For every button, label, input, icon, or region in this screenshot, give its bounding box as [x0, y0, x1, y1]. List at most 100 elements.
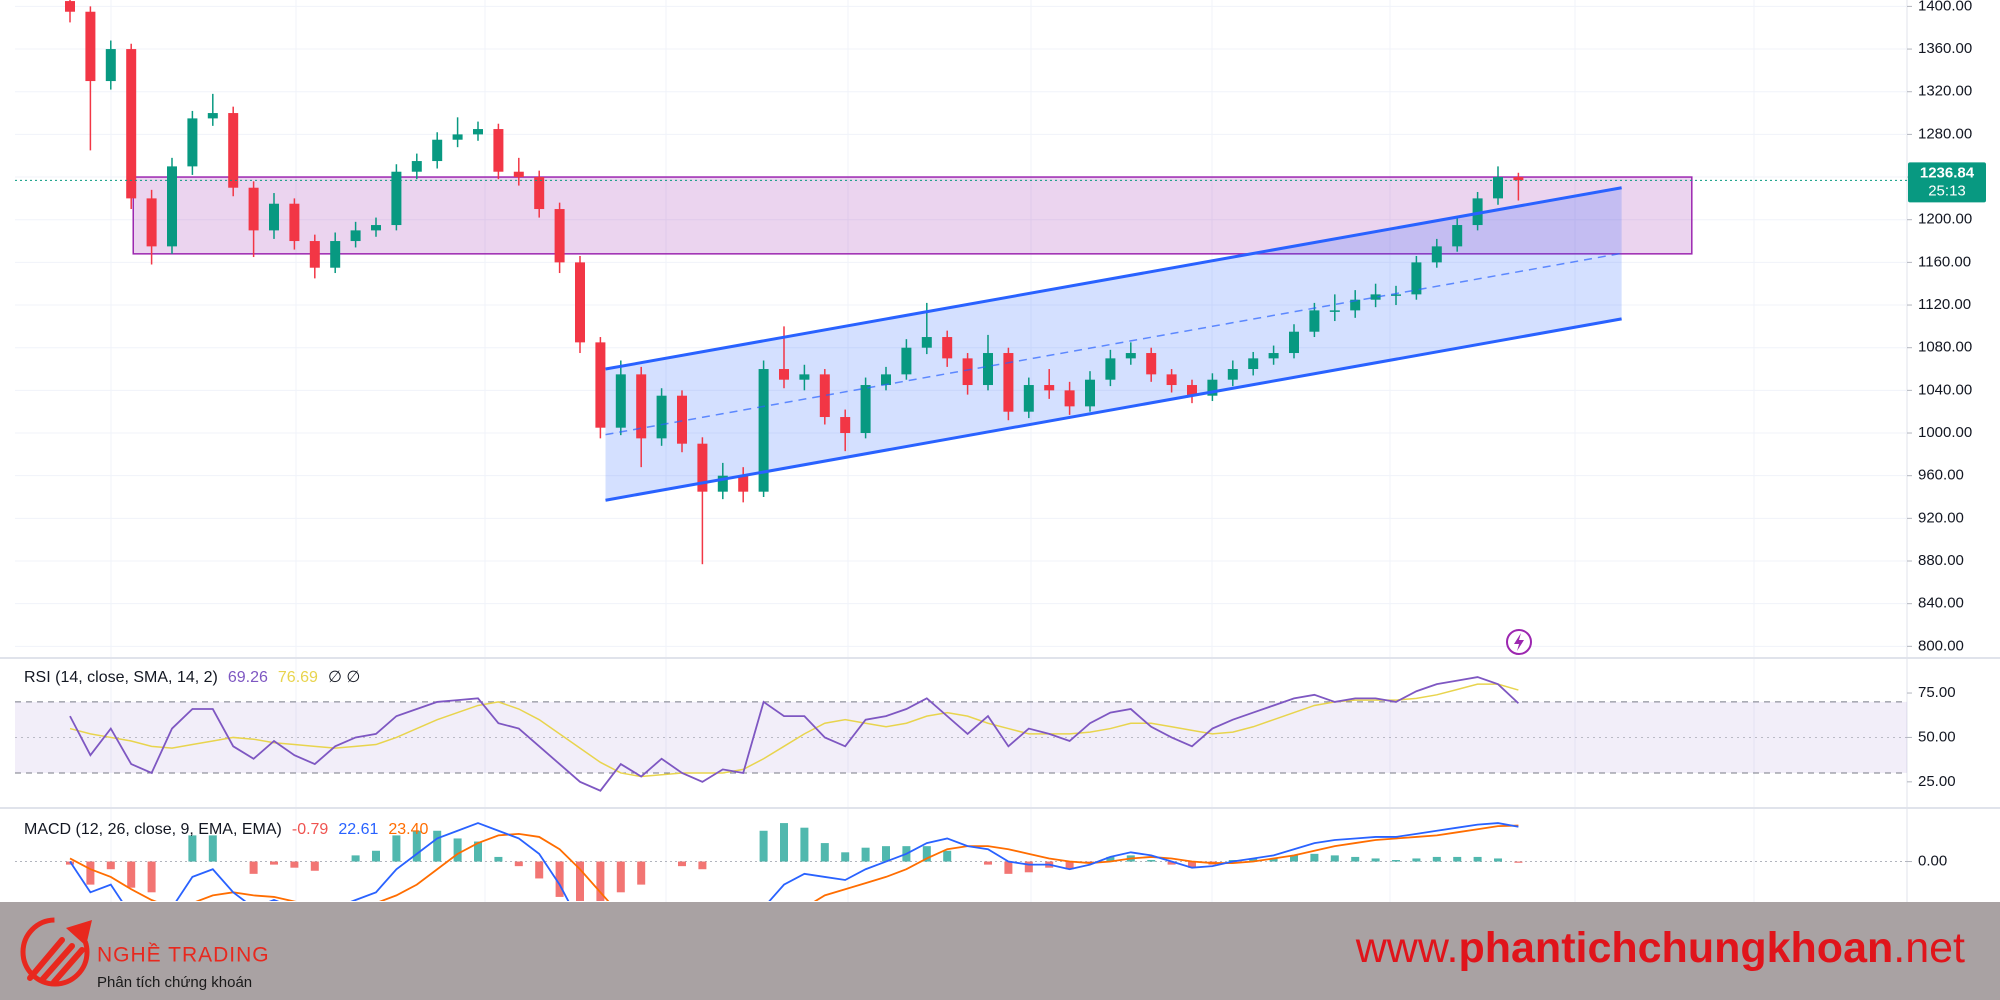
histogram-bar: [1249, 858, 1258, 862]
histogram-bar: [147, 861, 156, 893]
macd-line: [69, 822, 1519, 901]
candle-body: [840, 417, 851, 434]
histogram-bar: [1330, 855, 1339, 862]
histogram-bar: [1024, 861, 1033, 873]
candle-body: [1044, 385, 1055, 391]
candle-body: [269, 203, 279, 231]
candle-body: [187, 118, 198, 167]
histogram-bar: [412, 830, 421, 862]
rsi-legend: RSI (14, close, SMA, 14, 2) 69.26 76.69 ∅ ∅: [24, 669, 360, 686]
macd-hist-value: -0.79: [292, 821, 329, 838]
rsi-line: [69, 676, 1520, 792]
last-price-box: [1908, 162, 1986, 203]
candle-body: [983, 353, 993, 386]
website[interactable]: www.phantichchungkhoan.net: [1355, 924, 1965, 972]
histogram-bar: [555, 861, 564, 897]
rsi-value: 69.26: [228, 669, 268, 686]
histogram-bar: [1106, 856, 1115, 862]
candle-body: [1248, 358, 1259, 370]
candle-body: [330, 241, 341, 268]
y-tick-label: 1000.00: [1918, 424, 1972, 441]
histogram-bar: [453, 838, 462, 862]
histogram-bar: [861, 847, 870, 862]
candle-body: [207, 113, 218, 119]
histogram-bar: [1065, 861, 1074, 870]
candle-body: [391, 171, 402, 226]
histogram-bar: [290, 861, 299, 868]
candle-body: [615, 374, 626, 428]
candle-body: [881, 374, 891, 386]
histogram-bar: [86, 861, 95, 885]
candle-body: [758, 369, 769, 492]
histogram-bar: [698, 861, 707, 870]
y-tick-label: 1320.00: [1918, 83, 1972, 100]
histogram-bar: [208, 835, 217, 862]
histogram-bar: [1494, 858, 1502, 862]
rsi-status: ∅ ∅: [328, 669, 360, 686]
histogram-bar: [188, 835, 197, 862]
candle-body: [1370, 294, 1381, 300]
candle-body: [575, 262, 585, 343]
candle-body: [432, 139, 443, 162]
histogram-bar: [392, 835, 401, 862]
url-domain: phantichchungkhoan: [1458, 924, 1893, 972]
candle-body: [1085, 379, 1095, 407]
candle-body: [65, 1, 75, 12]
candle-body: [1187, 385, 1197, 396]
histogram-bar: [270, 861, 278, 865]
macd-legend: MACD (12, 26, close, 9, EMA, EMA) -0.79 22…: [24, 821, 429, 838]
macd-value: 22.61: [338, 821, 378, 838]
main-pane: [15, 0, 1907, 647]
candle-body: [350, 230, 361, 242]
y-tick-label: 920.00: [1918, 509, 1964, 526]
last-price-label: 1236.84: [1920, 164, 1975, 181]
histogram-bar: [576, 861, 584, 901]
candle-body: [1329, 310, 1340, 312]
candle-body: [921, 337, 932, 348]
histogram-bar: [1310, 853, 1319, 862]
histogram-bar: [1269, 858, 1278, 862]
histogram-bar: [372, 850, 380, 862]
channel-mid: [605, 252, 1622, 436]
footer-band: [0, 902, 2000, 1000]
countdown: 25:13: [1928, 182, 1966, 199]
candle-body: [493, 129, 504, 172]
candle-body: [738, 475, 749, 492]
y-tick-label: 880.00: [1918, 552, 1964, 569]
candle-body: [1350, 299, 1361, 311]
y-tick-label: 1160.00: [1918, 253, 1971, 270]
candle-body: [513, 171, 524, 178]
candle-body: [1309, 310, 1320, 332]
macd-line: [69, 824, 1519, 901]
rsi-line: [69, 683, 1519, 778]
logo: [20, 917, 92, 987]
histogram-bar: [1371, 858, 1380, 862]
candle-body: [1391, 294, 1401, 296]
url-suffix: .net: [1893, 924, 1965, 972]
alert-icon[interactable]: [1506, 629, 1532, 655]
histogram-bar: [1473, 856, 1482, 862]
y-tick-label: 25.00: [1918, 773, 1956, 790]
candle-body: [452, 134, 463, 140]
candle-body: [942, 337, 953, 359]
y-tick-label: 800.00: [1918, 637, 1964, 654]
histogram-bar: [984, 861, 992, 865]
histogram-bar: [820, 843, 829, 862]
macd-pane: [15, 822, 1907, 901]
histogram-bar: [249, 861, 258, 874]
histogram-bar: [433, 830, 442, 862]
histogram-bar: [800, 827, 809, 862]
vertical-grid: [110, 0, 1755, 902]
candle-body: [167, 166, 177, 247]
y-tick-label: 840.00: [1918, 595, 1964, 612]
histogram-bar: [759, 830, 768, 862]
y-tick-label: 1040.00: [1918, 381, 1972, 398]
url-prefix: www.: [1355, 924, 1459, 972]
y-tick-label: 1200.00: [1918, 211, 1972, 228]
rsi-axis: 25.00 50.00 75.00: [1907, 684, 1956, 790]
candle-body: [554, 209, 565, 263]
histogram-bar: [1147, 860, 1156, 862]
candle-body: [1125, 353, 1136, 359]
candle-body: [1064, 390, 1075, 407]
